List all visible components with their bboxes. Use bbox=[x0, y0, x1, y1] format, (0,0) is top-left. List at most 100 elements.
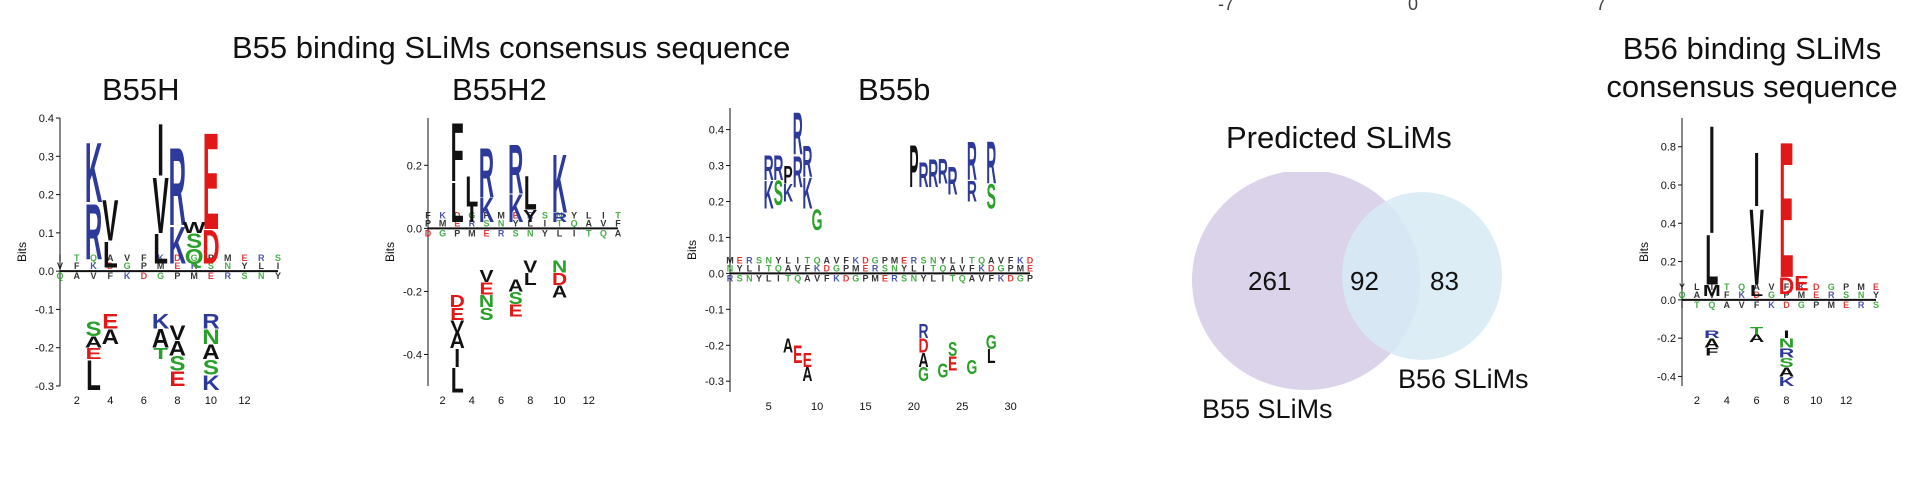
logo-noise-letter: P bbox=[174, 271, 180, 281]
logo-noise-letter: K bbox=[998, 273, 1005, 283]
logo-noise-letter: M bbox=[1798, 290, 1806, 300]
logo-noise-letter: N bbox=[498, 218, 505, 228]
logo-noise-letter: T bbox=[950, 273, 956, 283]
logo-noise-letter: T bbox=[1724, 282, 1730, 292]
logo-noise-letter: D bbox=[1753, 290, 1760, 300]
logo-letter-group: S bbox=[774, 174, 783, 213]
logo-letter-group: N bbox=[552, 257, 567, 277]
logo-letter-group: D bbox=[919, 334, 929, 357]
x-tick-label: 25 bbox=[956, 401, 968, 413]
logo-letter: P bbox=[783, 162, 792, 189]
logo-noise-letter: D bbox=[174, 253, 181, 263]
y-tick-label: 0.2 bbox=[1661, 257, 1676, 269]
logo-noise-letter: T bbox=[930, 263, 936, 273]
logo-noise-letter: I bbox=[1681, 300, 1684, 310]
logo-letter-group: V bbox=[1749, 186, 1763, 308]
logo-noise-letter: M bbox=[871, 273, 879, 283]
logo-letter-group: V bbox=[450, 317, 464, 337]
venn-title: Predicted SLiMs bbox=[1226, 120, 1452, 155]
logo-letter-group: S bbox=[186, 229, 202, 253]
logo-letter-group: A bbox=[508, 276, 523, 296]
logo-letter-group: I bbox=[454, 344, 460, 374]
logo-letter-group: A bbox=[783, 334, 793, 357]
logo-letter: A bbox=[202, 340, 219, 364]
logo-letter-group: R bbox=[1704, 329, 1720, 341]
y-tick-label: 0.4 bbox=[1661, 218, 1676, 230]
logo-noise-letter: M bbox=[852, 263, 860, 273]
logo-letter-group: E bbox=[948, 352, 957, 375]
logo-noise-letter: S bbox=[208, 261, 214, 271]
logo-noise-letter: I bbox=[942, 273, 945, 283]
logo-noise-letter: T bbox=[615, 210, 621, 220]
logo-noise-letter: M bbox=[891, 255, 899, 265]
logo-letter: L bbox=[86, 353, 101, 400]
logo-noise-letter: A bbox=[988, 255, 995, 265]
logo-letter-group: A bbox=[1749, 333, 1765, 345]
logo-letter: D bbox=[919, 334, 929, 357]
logo-letter: R bbox=[793, 102, 803, 168]
logo-letter-group: L bbox=[451, 172, 464, 236]
logo-noise-letter: N bbox=[891, 263, 898, 273]
logo-letter-group: T bbox=[153, 345, 168, 363]
logo-noise-letter: N bbox=[556, 210, 563, 220]
logo-noise-letter: R bbox=[527, 210, 534, 220]
logo-b55b: 0.4 0.3 0.2 0.1 0.0 -0.1 -0.2 -0.3 Bits 5 10 15 20 25… bbox=[685, 102, 1034, 413]
logo-letter-group: A bbox=[802, 363, 812, 386]
x-tick-label: 2 bbox=[440, 395, 446, 407]
logo-letter-group: G bbox=[812, 203, 823, 236]
logo-letter: K bbox=[764, 174, 774, 218]
logo-noise-letter: F bbox=[108, 271, 114, 281]
logo-noise-letter: F bbox=[843, 255, 849, 265]
x-tick-label: 8 bbox=[1783, 395, 1789, 407]
logo-noise-letter: V bbox=[959, 263, 965, 273]
logo-letter-group: L bbox=[451, 362, 464, 401]
logo-noise-letter: Y bbox=[921, 273, 927, 283]
logo-noise-letter: V bbox=[1739, 300, 1745, 310]
y-tick-label: 0.2 bbox=[709, 196, 724, 208]
logo-letter-group: K bbox=[802, 169, 812, 219]
logo-noise-letter: K bbox=[439, 210, 446, 220]
logo-noise-letter: F bbox=[1784, 282, 1790, 292]
logo-noise-letter: Q bbox=[1708, 300, 1715, 310]
logo-noise-letter: F bbox=[824, 273, 830, 283]
logo-noise-letter: V bbox=[91, 271, 97, 281]
b56-group-title: B56 binding SLiMs consensus sequence bbox=[1592, 30, 1912, 106]
logo-noise-letter: N bbox=[930, 255, 937, 265]
y-tick-label: -0.2 bbox=[1657, 333, 1676, 345]
x-tick-label: 8 bbox=[174, 395, 180, 407]
logo-letter: V bbox=[153, 162, 169, 250]
logo-noise-letter: P bbox=[862, 273, 868, 283]
logo-noise-letter: R bbox=[191, 261, 198, 271]
logo-noise-letter: I bbox=[922, 263, 925, 273]
logo-noise-letter: A bbox=[1724, 300, 1731, 310]
logo-letter: A bbox=[1749, 333, 1765, 345]
logo-letter: A bbox=[169, 336, 186, 360]
logo-letter: A bbox=[102, 324, 119, 348]
panel-title-b55h2: B55H2 bbox=[452, 72, 547, 107]
logo-letter: K bbox=[152, 309, 170, 333]
logo-noise-letter: E bbox=[1873, 282, 1879, 292]
logo-letter: D bbox=[450, 292, 465, 312]
logo-letter: I bbox=[1783, 329, 1789, 341]
logo-noise-letter: E bbox=[1813, 290, 1819, 300]
logo-noise-letter: R bbox=[746, 255, 753, 265]
logo-noise-letter: P bbox=[483, 210, 489, 220]
logo-noise-letter: M bbox=[726, 255, 734, 265]
logo-noise-letter: Y bbox=[275, 271, 281, 281]
logo-noise-letter: G bbox=[191, 253, 198, 263]
logo-noise-letter: R bbox=[911, 255, 918, 265]
x-tick-label: 12 bbox=[1840, 395, 1852, 407]
logo-noise-letter: L bbox=[785, 255, 791, 265]
logo-letter-group: E bbox=[169, 366, 185, 390]
logo-noise-letter: M bbox=[439, 218, 447, 228]
logo-letter: R bbox=[919, 320, 930, 343]
logo-letter: K bbox=[1779, 374, 1795, 389]
logo-noise-letter: L bbox=[528, 218, 534, 228]
logo-noise-letter: F bbox=[1724, 290, 1730, 300]
logo-letter-group: K bbox=[1779, 374, 1795, 389]
venn-circle-b56 bbox=[1342, 192, 1502, 360]
logo-letter-group: L bbox=[465, 168, 478, 216]
logo-noise-letter: T bbox=[74, 253, 80, 263]
y-tick-label: -0.2 bbox=[35, 343, 54, 355]
